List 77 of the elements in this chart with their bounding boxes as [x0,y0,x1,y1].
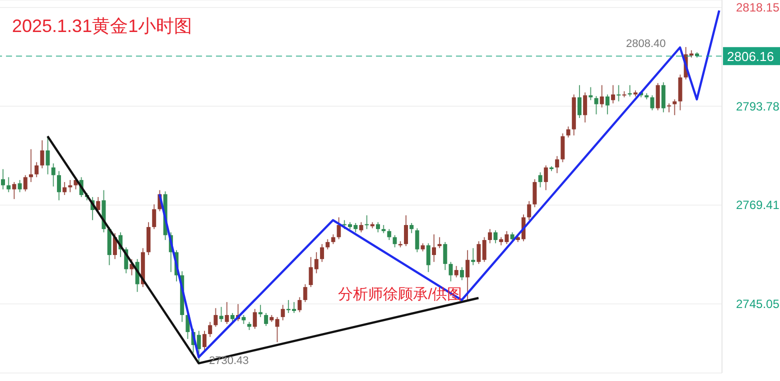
candlestick [1,168,5,190]
candlestick [532,178,537,208]
candlestick [415,228,420,253]
candlestick [538,172,542,188]
candlestick [23,174,28,192]
y-tick-label: 2793.78 [736,99,780,114]
candlestick [566,126,570,138]
candlestick [661,82,666,113]
candlestick [577,84,582,118]
candlestick [605,94,610,115]
candlestick [331,234,336,245]
candlestick [298,296,302,313]
candlestick [432,234,436,262]
candlestick [594,96,598,115]
candlestick [303,284,308,303]
candlestick [62,182,67,196]
candlestick [252,308,257,330]
candlestick [18,180,22,193]
candlestick [320,244,324,262]
candlestick [214,308,218,328]
candlestick [376,222,380,233]
y-tick-label: 2818.15 [736,0,780,14]
candlestick [12,182,16,200]
candlestick [544,164,548,191]
y-tick-label: 2769.41 [736,198,780,212]
candlestick [392,234,397,248]
candlestick [588,86,593,101]
candlestick [482,236,486,262]
candlestick [326,238,330,250]
candlestick [258,304,262,318]
candlestick [448,261,453,282]
candlestick [34,162,39,178]
candlestick [476,240,481,264]
candlestick [264,312,268,326]
annotation: 2730.43 [209,355,249,367]
y-tick-label: 2745.05 [736,296,780,311]
candlestick [202,330,206,351]
candlestick [359,222,364,233]
candlestick [466,250,470,301]
candlestick [622,90,626,98]
candlestick [68,180,72,193]
candlestick [404,214,408,247]
candlestick [426,242,430,273]
ref-line-label: 2806.16 [727,49,774,64]
candlestick [224,302,229,324]
candlestick [656,82,660,111]
candlestick [560,132,565,163]
candlestick [410,222,414,234]
candlestick [494,230,498,244]
candlestick [600,84,604,108]
annotation: 2808.40 [626,38,666,50]
candlestick [616,84,621,102]
candlestick [219,306,224,322]
candlestick [678,74,682,111]
candlestick [488,228,492,244]
candlestick [650,94,654,111]
candlestick [40,140,44,169]
candlestick [438,236,442,249]
candlestick [555,156,560,174]
candlestick [387,228,392,241]
candlestick [336,216,341,240]
candlestick [583,92,588,123]
candlestick [364,214,369,230]
candlestick [280,304,285,321]
candlestick [460,266,464,281]
candlestick [152,204,156,230]
candlestick [443,242,448,271]
candlestick [471,248,476,266]
candlestick [56,170,61,201]
text: 2025.1.31黄金1小时图 [12,15,192,38]
candlestick [527,200,532,221]
candlestick [454,265,458,278]
candlestick [208,321,212,338]
candlestick [51,162,56,187]
candlestick [46,136,50,175]
candlestick [611,84,616,104]
candlestick [6,176,11,193]
